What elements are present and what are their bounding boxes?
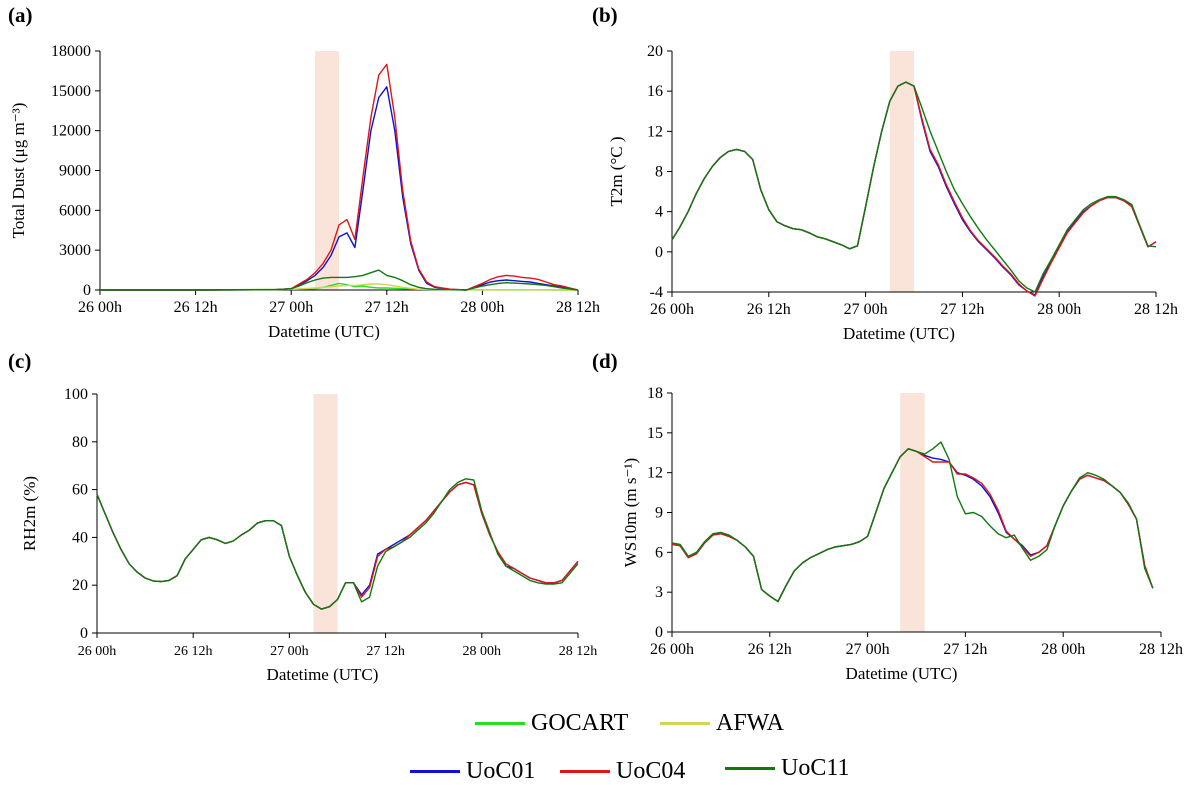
panel-a-series-uoc11 (100, 269, 579, 291)
panel-b-ytick-label: 8 (655, 164, 663, 181)
legend-swatch-afwa (660, 722, 710, 725)
panel-a-xtick-label: 26 00h (78, 299, 122, 316)
panel-a-ytick-label: 9000 (59, 163, 91, 180)
panel-b-series-uoc11 (671, 81, 1157, 293)
panel-d-xtick-label: 27 12h (943, 641, 987, 658)
panel-a-xtick-label: 26 12h (174, 299, 218, 316)
panel-b-ylabel: T2m (°C ) (607, 136, 626, 206)
panel-c-ytick-label: 60 (72, 482, 88, 499)
panel-b-xtick-label: 27 00h (844, 301, 888, 318)
legend-swatch-uoc11 (725, 767, 775, 770)
panel-b-xtick-label: 26 12h (747, 301, 791, 318)
panel-c-ytick-label: 100 (64, 386, 88, 403)
panel-a-highlight-band (315, 51, 339, 290)
panel-b-xtick-label: 28 12h (1134, 301, 1178, 318)
panel-a-ylabel: Total Dust (μg m⁻³) (9, 103, 28, 239)
panel-c-highlight-band (313, 394, 338, 633)
panel-b-xtick-label: 27 12h (940, 301, 984, 318)
legend: GOCART AFWA UoC01 UoC04 UoC11 (0, 700, 1193, 785)
panel-c-ytick-label: 20 (72, 577, 88, 594)
panel-b-ytick-label: 4 (655, 204, 663, 221)
panel-b-ytick-label: 16 (647, 83, 663, 100)
panel-d-highlight-band (900, 393, 925, 632)
panel-d-ylabel: WS10m (m s⁻¹) (621, 458, 640, 567)
panel-a-series-uoc01 (100, 86, 579, 291)
panel-d-ytick-label: 9 (655, 505, 663, 522)
panel-c-ytick-label: 0 (80, 625, 88, 642)
panel-d-series-uoc11 (671, 441, 1154, 603)
panel-d-xlabel: Datetime (UTC) (846, 664, 958, 683)
panel-d-xtick-label: 28 12h (1139, 641, 1183, 658)
panel-c-xlabel: Datetime (UTC) (267, 665, 379, 684)
legend-item-gocart: GOCART (475, 710, 628, 737)
panel-d-ytick-label: 6 (655, 544, 663, 561)
panel-a-series-afwa (100, 283, 579, 291)
panel-d-xtick-label: 26 00h (650, 641, 694, 658)
panel-c-series-uoc11 (96, 478, 579, 610)
panel-a-label: (a) (8, 3, 33, 27)
panel-b-ytick-label: 20 (647, 43, 663, 60)
panel-d-ytick-label: 18 (647, 385, 663, 402)
panel-d-ytick-label: 3 (655, 584, 663, 601)
panel-b-ytick-label: -4 (650, 284, 663, 301)
panel-c-xtick-label: 28 12h (559, 644, 598, 659)
panel-c-ytick-label: 80 (72, 434, 88, 451)
panel-a-ytick-label: 15000 (51, 83, 91, 100)
panel-a-series-uoc04 (100, 63, 579, 291)
legend-swatch-uoc01 (410, 770, 460, 773)
panel-b-xlabel: Datetime (UTC) (843, 324, 955, 343)
panel-a-ytick-label: 0 (83, 282, 91, 299)
panel-d-label: (d) (592, 349, 618, 373)
panel-a-ytick-label: 18000 (51, 43, 91, 60)
panel-d-xtick-label: 26 12h (748, 641, 792, 658)
legend-label-gocart: GOCART (531, 710, 629, 736)
panel-a-xlabel: Datetime (UTC) (268, 322, 380, 341)
panel-a-ytick-label: 3000 (59, 242, 91, 259)
panel-b-ytick-label: 0 (655, 244, 663, 261)
panel-b-ytick-label: 12 (647, 123, 663, 140)
panel-c-xtick-label: 26 12h (174, 644, 213, 659)
panel-c-xtick-label: 27 12h (366, 644, 405, 659)
panel-b-xtick-label: 26 00h (650, 301, 694, 318)
legend-item-afwa: AFWA (660, 710, 784, 737)
legend-label-afwa: AFWA (716, 710, 785, 736)
panel-c-ytick-label: 40 (72, 529, 88, 546)
panel-d-xtick-label: 28 00h (1041, 641, 1085, 658)
panel-d-ytick-label: 12 (647, 465, 663, 482)
panel-a-xtick-label: 28 12h (556, 299, 600, 316)
panel-b-highlight-band (889, 51, 914, 292)
legend-label-uoc11: UoC11 (781, 755, 850, 781)
panel-c-xtick-label: 27 00h (270, 644, 309, 659)
panel-a-xtick-label: 27 00h (269, 299, 313, 316)
legend-label-uoc01: UoC01 (466, 758, 536, 784)
panel-a-ytick-label: 6000 (59, 202, 91, 219)
panel-c-ylabel: RH2m (%) (20, 476, 39, 551)
legend-item-uoc04: UoC04 (560, 758, 685, 785)
panel-a-ytick-label: 12000 (51, 123, 91, 140)
panel-d-ytick-label: 15 (647, 425, 663, 442)
panel-c-xtick-label: 26 00h (78, 644, 117, 659)
panel-a-xtick-label: 27 12h (365, 299, 409, 316)
legend-swatch-uoc04 (560, 770, 610, 773)
legend-item-uoc01: UoC01 (410, 758, 535, 785)
panel-c-label: (c) (8, 349, 31, 373)
legend-item-uoc11: UoC11 (725, 755, 849, 782)
legend-label-uoc04: UoC04 (616, 758, 686, 784)
panel-d-xtick-label: 27 00h (846, 641, 890, 658)
panel-b-xtick-label: 28 00h (1037, 301, 1081, 318)
legend-swatch-gocart (475, 722, 525, 725)
panel-c-xtick-label: 28 00h (463, 644, 502, 659)
panel-d-ytick-label: 0 (655, 624, 663, 641)
panel-a-xtick-label: 28 00h (460, 299, 504, 316)
panel-b-label: (b) (592, 3, 618, 27)
